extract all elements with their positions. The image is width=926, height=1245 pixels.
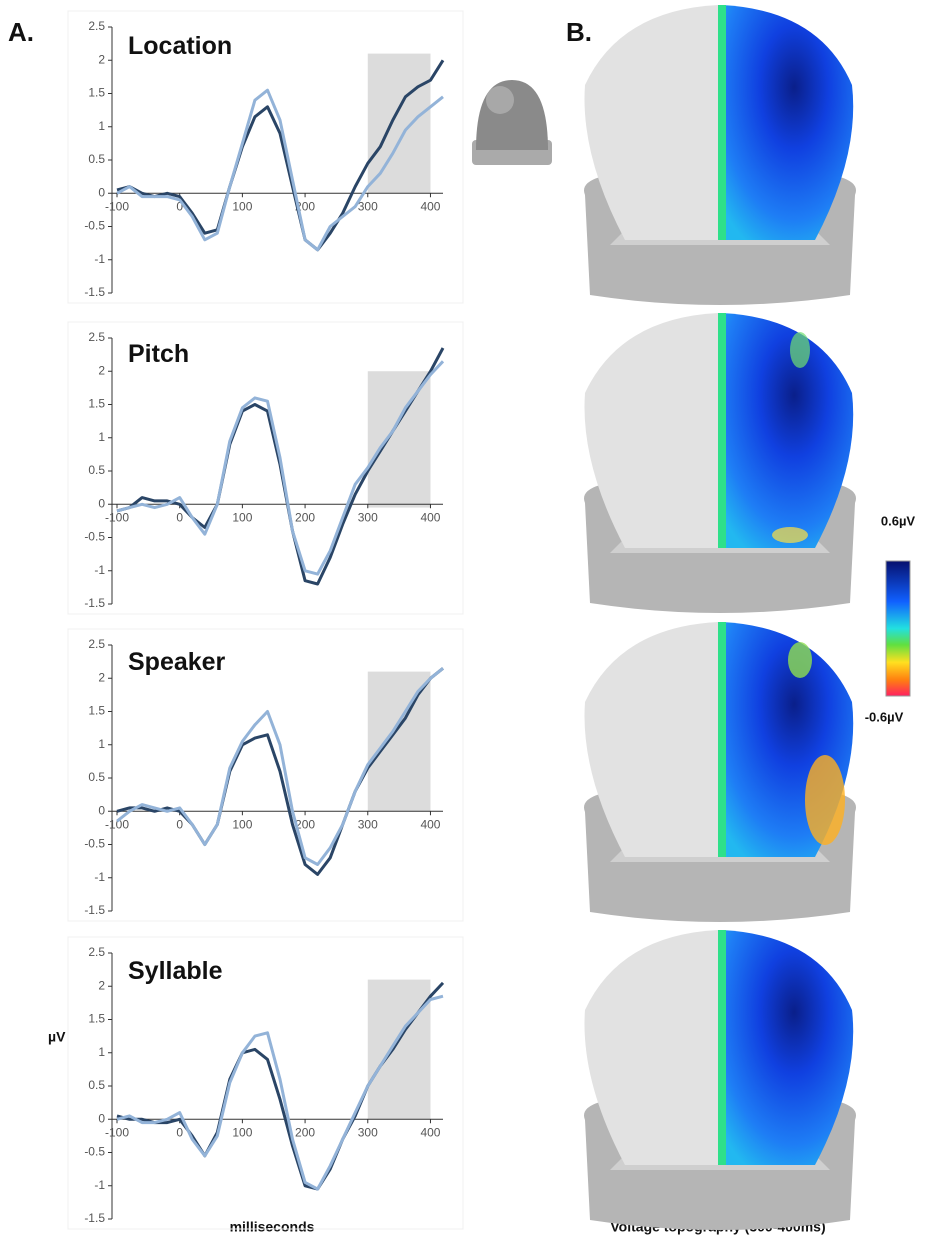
panel-label: A. (8, 17, 34, 47)
x-tick-label: 300 (358, 817, 378, 831)
x-tick-label: 400 (420, 199, 440, 213)
x-tick-label: 100 (232, 510, 252, 524)
y-tick-label: 2 (98, 52, 105, 66)
chart-title: Pitch (128, 340, 190, 368)
y-tick-label: 1.5 (88, 86, 105, 100)
y-tick-label: -0.5 (84, 1145, 105, 1159)
x-tick-label: 200 (295, 1125, 315, 1139)
shaded-window (367, 371, 431, 508)
y-tick-label: -1.5 (84, 285, 105, 299)
x-tick-label: -100 (105, 199, 129, 213)
y-tick-label: 1 (98, 1045, 105, 1059)
x-tick-label: -100 (105, 1125, 129, 1139)
x-tick-label: 0 (176, 1125, 183, 1139)
chart-title: Speaker (128, 648, 226, 676)
y-unit: µV (48, 1029, 66, 1045)
topography-patch (805, 755, 845, 845)
y-tick-label: -1 (94, 563, 105, 577)
colorbar-max: 0.6µV (881, 513, 916, 528)
chart-title: Syllable (128, 957, 223, 985)
y-tick-label: 0 (98, 496, 105, 510)
y-tick-label: -0.5 (84, 837, 105, 851)
y-tick-label: -1 (94, 252, 105, 266)
chart-frame (67, 10, 464, 304)
x-tick-label: 100 (232, 199, 252, 213)
chart-frame (67, 936, 464, 1230)
y-tick-label: 1.5 (88, 704, 105, 718)
topography-patch (788, 642, 812, 678)
y-tick-label: 2 (98, 978, 105, 992)
y-tick-label: 1 (98, 737, 105, 751)
x-tick-label: 200 (295, 510, 315, 524)
y-tick-label: -1.5 (84, 1211, 105, 1225)
series-line (116, 360, 445, 576)
y-tick-label: 1 (98, 430, 105, 444)
topography-map (584, 930, 856, 1230)
chart-frame (67, 321, 464, 615)
shaded-window (367, 53, 431, 194)
x-tick-label: 0 (176, 199, 183, 213)
series-line (116, 88, 444, 252)
y-tick-label: -0.5 (84, 530, 105, 544)
y-tick-label: 1.5 (88, 1012, 105, 1026)
y-tick-label: 2.5 (88, 637, 105, 651)
y-tick-label: -0.5 (84, 219, 105, 233)
y-tick-label: -1.5 (84, 903, 105, 917)
x-tick-label: 400 (420, 817, 440, 831)
y-tick-label: 2.5 (88, 330, 105, 344)
y-tick-label: 0.5 (88, 770, 105, 784)
series-line (116, 59, 445, 252)
y-tick-label: -1 (94, 870, 105, 884)
y-tick-label: 0 (98, 185, 105, 199)
x-tick-label: 300 (358, 1125, 378, 1139)
series-line (116, 994, 444, 1191)
x-tick-label: 300 (358, 199, 378, 213)
chart-title: Location (128, 32, 233, 60)
x-tick-label: 0 (176, 510, 183, 524)
x-tick-label: 400 (420, 510, 440, 524)
y-tick-label: 2.5 (88, 19, 105, 33)
shaded-window (367, 671, 431, 812)
x-tick-label: 100 (232, 817, 252, 831)
colorbar (885, 560, 911, 697)
y-tick-label: 1.5 (88, 397, 105, 411)
x-axis-label: milliseconds (230, 1219, 315, 1235)
topography-map (584, 313, 856, 613)
x-tick-label: 200 (295, 817, 315, 831)
x-tick-label: -100 (105, 817, 129, 831)
y-tick-label: 0.5 (88, 463, 105, 477)
y-tick-label: 0.5 (88, 152, 105, 166)
x-tick-label: -100 (105, 510, 129, 524)
y-tick-label: -1 (94, 1178, 105, 1192)
colorbar-min: -0.6µV (865, 709, 904, 724)
x-tick-label: 400 (420, 1125, 440, 1139)
topography-map (584, 5, 856, 305)
electrode-icon (472, 80, 552, 165)
y-tick-label: 1 (98, 119, 105, 133)
topography-patch (772, 527, 808, 543)
y-tick-label: 2 (98, 363, 105, 377)
x-tick-label: 100 (232, 1125, 252, 1139)
y-tick-label: 0 (98, 1111, 105, 1125)
shaded-window (367, 979, 431, 1120)
chart-frame (67, 628, 464, 922)
y-tick-label: 0.5 (88, 1078, 105, 1092)
y-tick-label: -1.5 (84, 596, 105, 610)
y-tick-label: 2.5 (88, 945, 105, 959)
x-tick-label: 300 (358, 510, 378, 524)
topography-patch (790, 332, 810, 368)
y-tick-label: 2 (98, 670, 105, 684)
panel-label: B. (566, 17, 592, 47)
x-tick-label: 0 (176, 817, 183, 831)
series-line (116, 667, 444, 866)
y-tick-label: 0 (98, 803, 105, 817)
